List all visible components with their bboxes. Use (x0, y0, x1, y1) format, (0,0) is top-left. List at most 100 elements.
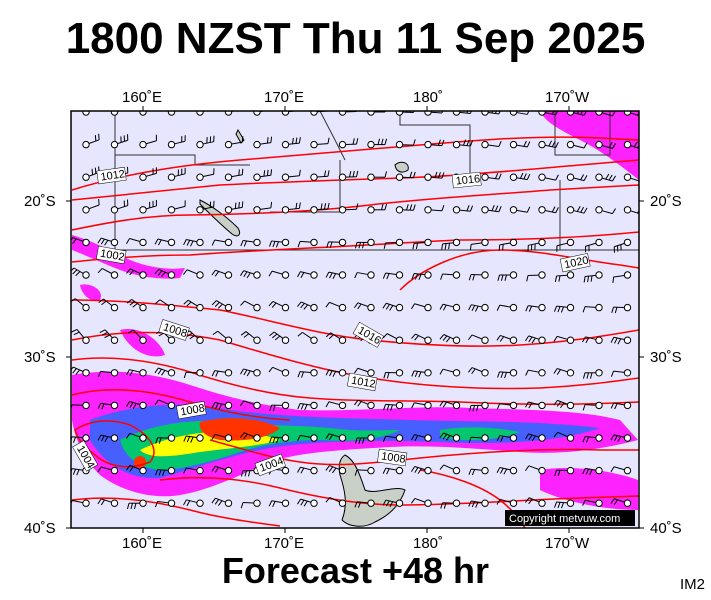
wind-barb (297, 401, 318, 411)
right-lat-label: 40˚S (650, 520, 682, 537)
wind-barb (154, 499, 176, 508)
right-lat-label: 20˚S (650, 193, 682, 210)
wind-barb (524, 335, 546, 344)
wind-barb (268, 366, 290, 377)
wind-barb (610, 401, 632, 410)
wind-barb (154, 367, 176, 377)
wind-barb (212, 330, 233, 344)
wind-barb (383, 401, 404, 411)
wind-barb (440, 499, 461, 509)
wind-barb (468, 271, 489, 281)
wind-barb (126, 464, 147, 475)
wind-barb (211, 401, 233, 410)
top-lon-label: 160˚E (122, 89, 162, 106)
isobar-label: 1020 (559, 253, 591, 273)
wind-barb (71, 329, 90, 344)
wind-barb (71, 267, 90, 279)
wind-barb (367, 171, 388, 181)
wind-barb (297, 301, 318, 312)
wind-barb (468, 367, 489, 377)
wind-barb (553, 399, 575, 410)
svg-text:1008: 1008 (380, 450, 406, 465)
wind-barb (411, 271, 432, 281)
wind-barb (395, 139, 416, 149)
wind-barb (126, 401, 147, 410)
wind-barb (496, 498, 518, 507)
rain-band-heavy (120, 420, 400, 470)
wind-barb (610, 434, 632, 442)
wind-barb (367, 138, 388, 149)
bottom-lon-label: 160˚E (122, 535, 162, 552)
wind-barb (183, 299, 204, 312)
isobar-label: 1012 (96, 166, 127, 185)
rain-left-blob (72, 235, 185, 279)
wind-barb (496, 334, 518, 344)
wind-barb (553, 367, 575, 377)
bottom-lon-label: 170˚W (545, 535, 590, 552)
wind-barb (411, 333, 432, 344)
wind-barb (110, 199, 129, 214)
wind-barb (211, 433, 233, 442)
wind-barb (424, 139, 445, 149)
copyright-box (505, 510, 635, 526)
wind-barb (553, 335, 575, 344)
wind-barb (139, 199, 157, 214)
wind-barb (167, 200, 186, 214)
wind-barb (424, 171, 445, 181)
wind-barb (139, 167, 157, 181)
rain-shading (72, 111, 639, 510)
wind-barb (582, 401, 603, 411)
wind-barb (196, 111, 208, 116)
wind-barb (82, 198, 100, 214)
svg-text:1002: 1002 (99, 248, 125, 264)
wind-barb (440, 271, 461, 280)
bottom-lon-label: 180˚ (413, 535, 443, 552)
wind-barb (354, 238, 375, 249)
wind-barb (468, 466, 489, 476)
wind-barb (224, 168, 244, 181)
wind-barb (211, 238, 233, 247)
wind-barb (268, 301, 290, 312)
wind-barb (582, 369, 603, 379)
wind-barb (582, 499, 603, 507)
wind-barb (509, 111, 530, 116)
wind-barb (481, 205, 502, 214)
wind-barb (240, 432, 261, 442)
svg-text:1008: 1008 (180, 402, 206, 418)
wind-barb (497, 271, 518, 281)
wind-barb (167, 135, 186, 149)
wind-barb (554, 499, 575, 509)
wind-barb (126, 369, 147, 377)
wind-barb (439, 432, 461, 442)
wind-barb (110, 111, 120, 116)
wind-barb (481, 172, 502, 181)
wind-barb (126, 268, 147, 279)
map-frame (70, 110, 640, 529)
svg-text:1012: 1012 (350, 375, 376, 391)
isobar-label: 1016 (451, 171, 482, 189)
wind-barb (281, 169, 301, 181)
wind-barb (452, 205, 474, 214)
wind-barb (325, 465, 347, 475)
wind-barb (325, 301, 347, 312)
wind-barb (97, 237, 119, 247)
wind-barb (382, 466, 404, 475)
wind-barb (566, 206, 588, 214)
wind-barb (497, 369, 518, 379)
isobar-label: 1008 (176, 400, 207, 420)
wind-barb (612, 271, 632, 283)
wind-barb (583, 271, 603, 283)
wind-barb (253, 201, 273, 214)
wind-barb (269, 434, 290, 444)
wind-barb (585, 238, 603, 253)
image-code: IM2 (679, 576, 705, 593)
wind-barb (125, 432, 147, 442)
wind-barb (240, 331, 261, 344)
wind-barb (338, 203, 359, 214)
wind-barb (496, 401, 518, 410)
wind-barb (439, 368, 461, 377)
wind-barb (509, 140, 531, 149)
rain-core-red (199, 418, 280, 441)
wind-barb (196, 168, 215, 181)
